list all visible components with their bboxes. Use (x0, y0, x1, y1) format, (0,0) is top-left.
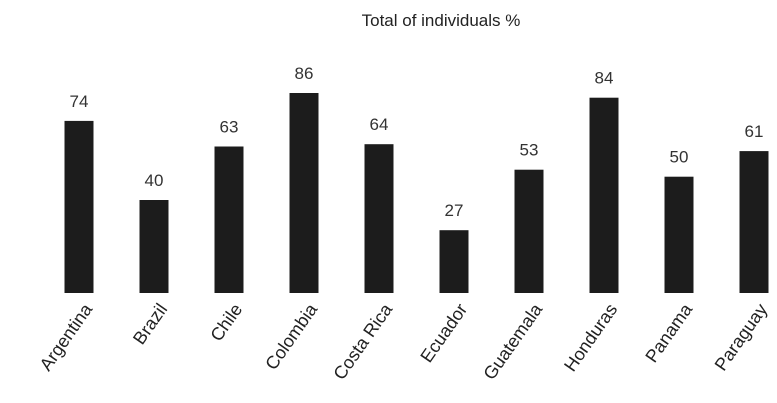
bar-panama (664, 176, 694, 293)
bar-costa-rica (364, 144, 394, 293)
data-label-panama: 50 (670, 148, 689, 167)
bar-argentina (64, 120, 94, 294)
data-label-honduras: 84 (595, 69, 614, 88)
bar-brazil (139, 200, 169, 293)
x-tick-label-honduras: Honduras (560, 300, 621, 375)
x-tick-label-chile: Chile (206, 300, 246, 345)
data-label-chile: 63 (220, 118, 239, 137)
bar-chile (214, 146, 244, 293)
x-tick-label-colombia: Colombia (261, 299, 322, 374)
x-tick-labels-group: Argentina Brazil Chile Colombia Costa Rica Ec… (36, 299, 772, 383)
data-label-brazil: 40 (145, 171, 164, 190)
data-label-costa-rica: 64 (370, 115, 389, 134)
bar-honduras (589, 97, 619, 293)
bar-ecuador (439, 230, 469, 293)
bars-group (64, 93, 769, 294)
data-label-argentina: 74 (70, 92, 89, 111)
x-tick-label-guatemala: Guatemala (479, 299, 546, 383)
data-labels-group: 74 40 63 86 64 27 53 84 50 61 (70, 64, 764, 220)
x-tick-label-ecuador: Ecuador (416, 300, 471, 366)
bar-paraguay (739, 151, 769, 293)
data-label-paraguay: 61 (745, 122, 764, 141)
x-tick-label-argentina: Argentina (36, 299, 97, 374)
bar-guatemala (514, 169, 544, 293)
data-label-guatemala: 53 (520, 141, 539, 160)
bar-colombia (289, 93, 319, 293)
chart-title: Total of individuals % (362, 11, 521, 30)
x-tick-label-paraguay: Paraguay (711, 300, 772, 375)
x-tick-label-panama: Panama (641, 299, 696, 366)
data-label-colombia: 86 (295, 64, 314, 83)
data-label-ecuador: 27 (445, 201, 464, 220)
x-tick-label-brazil: Brazil (129, 300, 171, 348)
x-tick-label-costa-rica: Costa Rica (329, 299, 396, 383)
